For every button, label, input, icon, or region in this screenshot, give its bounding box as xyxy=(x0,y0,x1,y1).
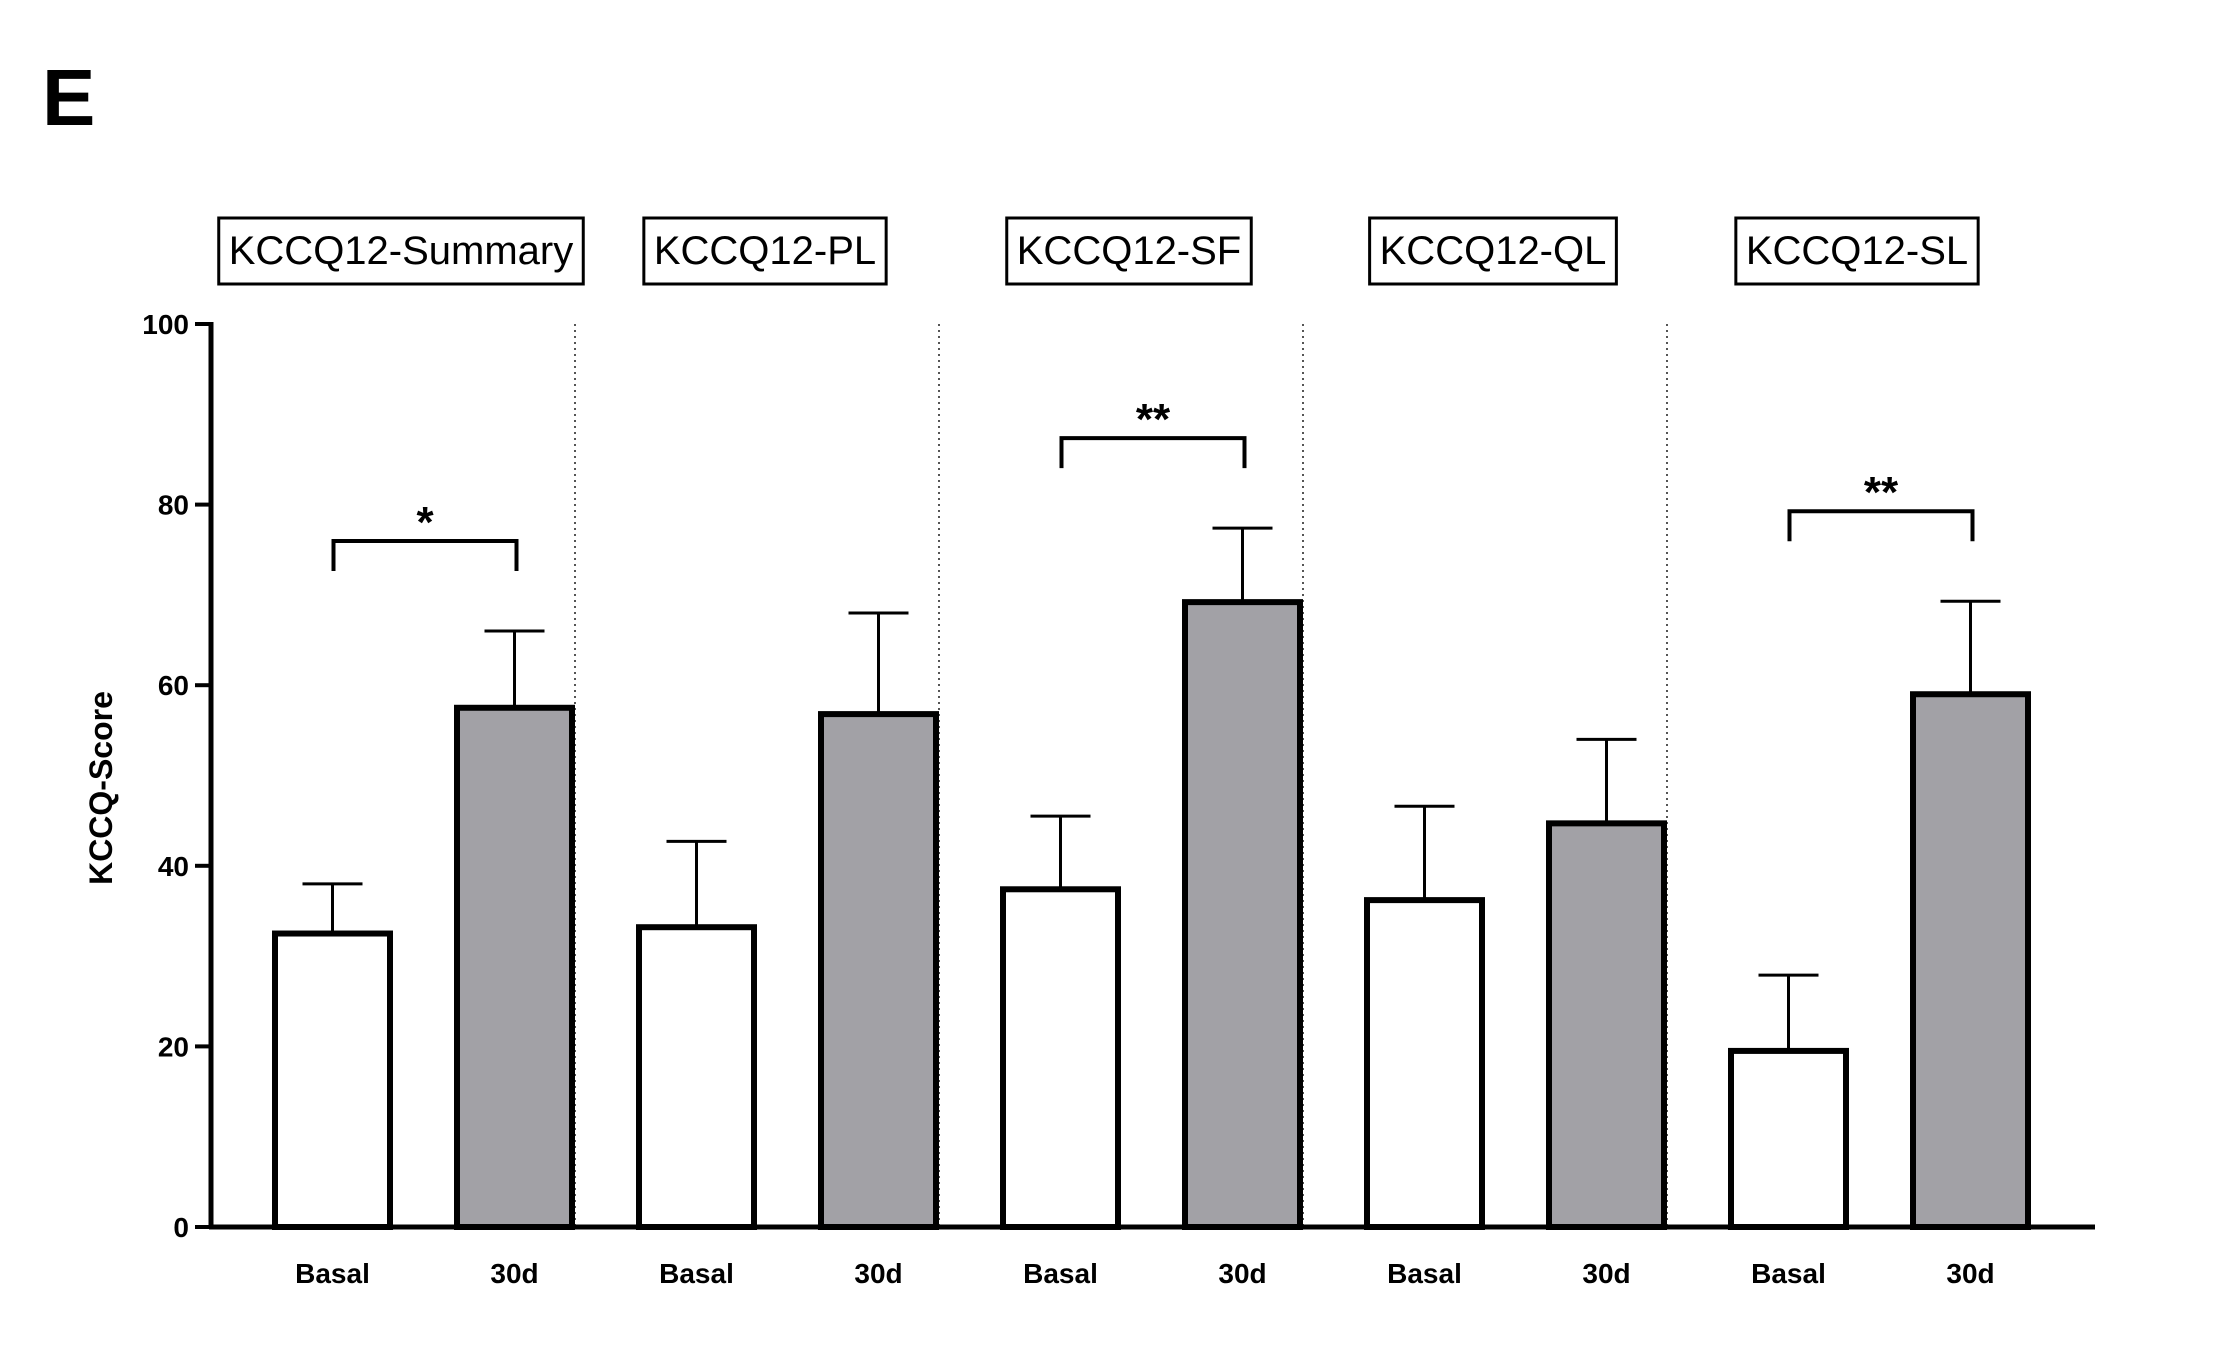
x-tick-label: 30d xyxy=(1218,1258,1266,1289)
y-tick-label: 0 xyxy=(173,1212,189,1243)
bar xyxy=(1728,1047,1849,1231)
significance-marker: ** xyxy=(1136,395,1171,444)
x-tick-label: Basal xyxy=(295,1258,370,1289)
significance-bracket xyxy=(1787,509,1975,542)
group-title-box xyxy=(217,216,585,286)
x-tick-label: 30d xyxy=(1582,1258,1630,1289)
bar xyxy=(818,711,939,1230)
y-tick-label: 100 xyxy=(142,309,189,340)
x-tick-label: 30d xyxy=(854,1258,902,1289)
group-title-box xyxy=(642,216,888,286)
x-tick-label: Basal xyxy=(1023,1258,1098,1289)
bar xyxy=(454,704,575,1230)
bar xyxy=(636,924,757,1230)
x-tick-label: Basal xyxy=(1751,1258,1826,1289)
bars-layer xyxy=(272,599,2031,1231)
y-tick-label: 20 xyxy=(158,1031,189,1062)
x-tick-label: Basal xyxy=(1387,1258,1462,1289)
group-title-box xyxy=(1005,216,1253,286)
group-title: KCCQ12-Summary xyxy=(229,229,574,273)
x-tick-label: Basal xyxy=(659,1258,734,1289)
significance-marker: * xyxy=(416,498,434,547)
group-title: KCCQ12-QL xyxy=(1380,229,1607,273)
significance-layer: ***** xyxy=(331,395,1975,572)
group-title: KCCQ12-SL xyxy=(1746,229,1968,273)
error-bars-layer xyxy=(302,526,2001,1051)
group-title: KCCQ12-PL xyxy=(654,229,876,273)
bar xyxy=(1182,599,1303,1230)
significance-bracket xyxy=(1059,436,1247,469)
bar xyxy=(272,930,393,1231)
panel-letter: E xyxy=(42,53,95,142)
axes-layer: Basal 30d Basal 30d Basal 30d Basal 30d Basal 30d… xyxy=(142,309,2095,1289)
bar xyxy=(1364,897,1485,1230)
bar xyxy=(1910,691,2031,1230)
group-titles-layer: KCCQ12-Summary KCCQ12-PL KCCQ12-SF KCCQ12-Q… xyxy=(217,216,1980,286)
bar xyxy=(1000,886,1121,1230)
group-title-box xyxy=(1734,216,1980,286)
y-tick-label: 40 xyxy=(158,851,189,882)
y-tick-label: 60 xyxy=(158,670,189,701)
significance-bracket xyxy=(331,539,519,572)
bar xyxy=(1546,820,1667,1230)
significance-marker: ** xyxy=(1864,468,1899,517)
x-tick-label: 30d xyxy=(1946,1258,1994,1289)
x-tick-label: 30d xyxy=(490,1258,538,1289)
y-tick-label: 80 xyxy=(158,490,189,521)
group-title-box xyxy=(1368,216,1618,286)
group-title: KCCQ12-SF xyxy=(1017,229,1242,273)
y-axis-label: KCCQ-Score xyxy=(83,691,119,885)
